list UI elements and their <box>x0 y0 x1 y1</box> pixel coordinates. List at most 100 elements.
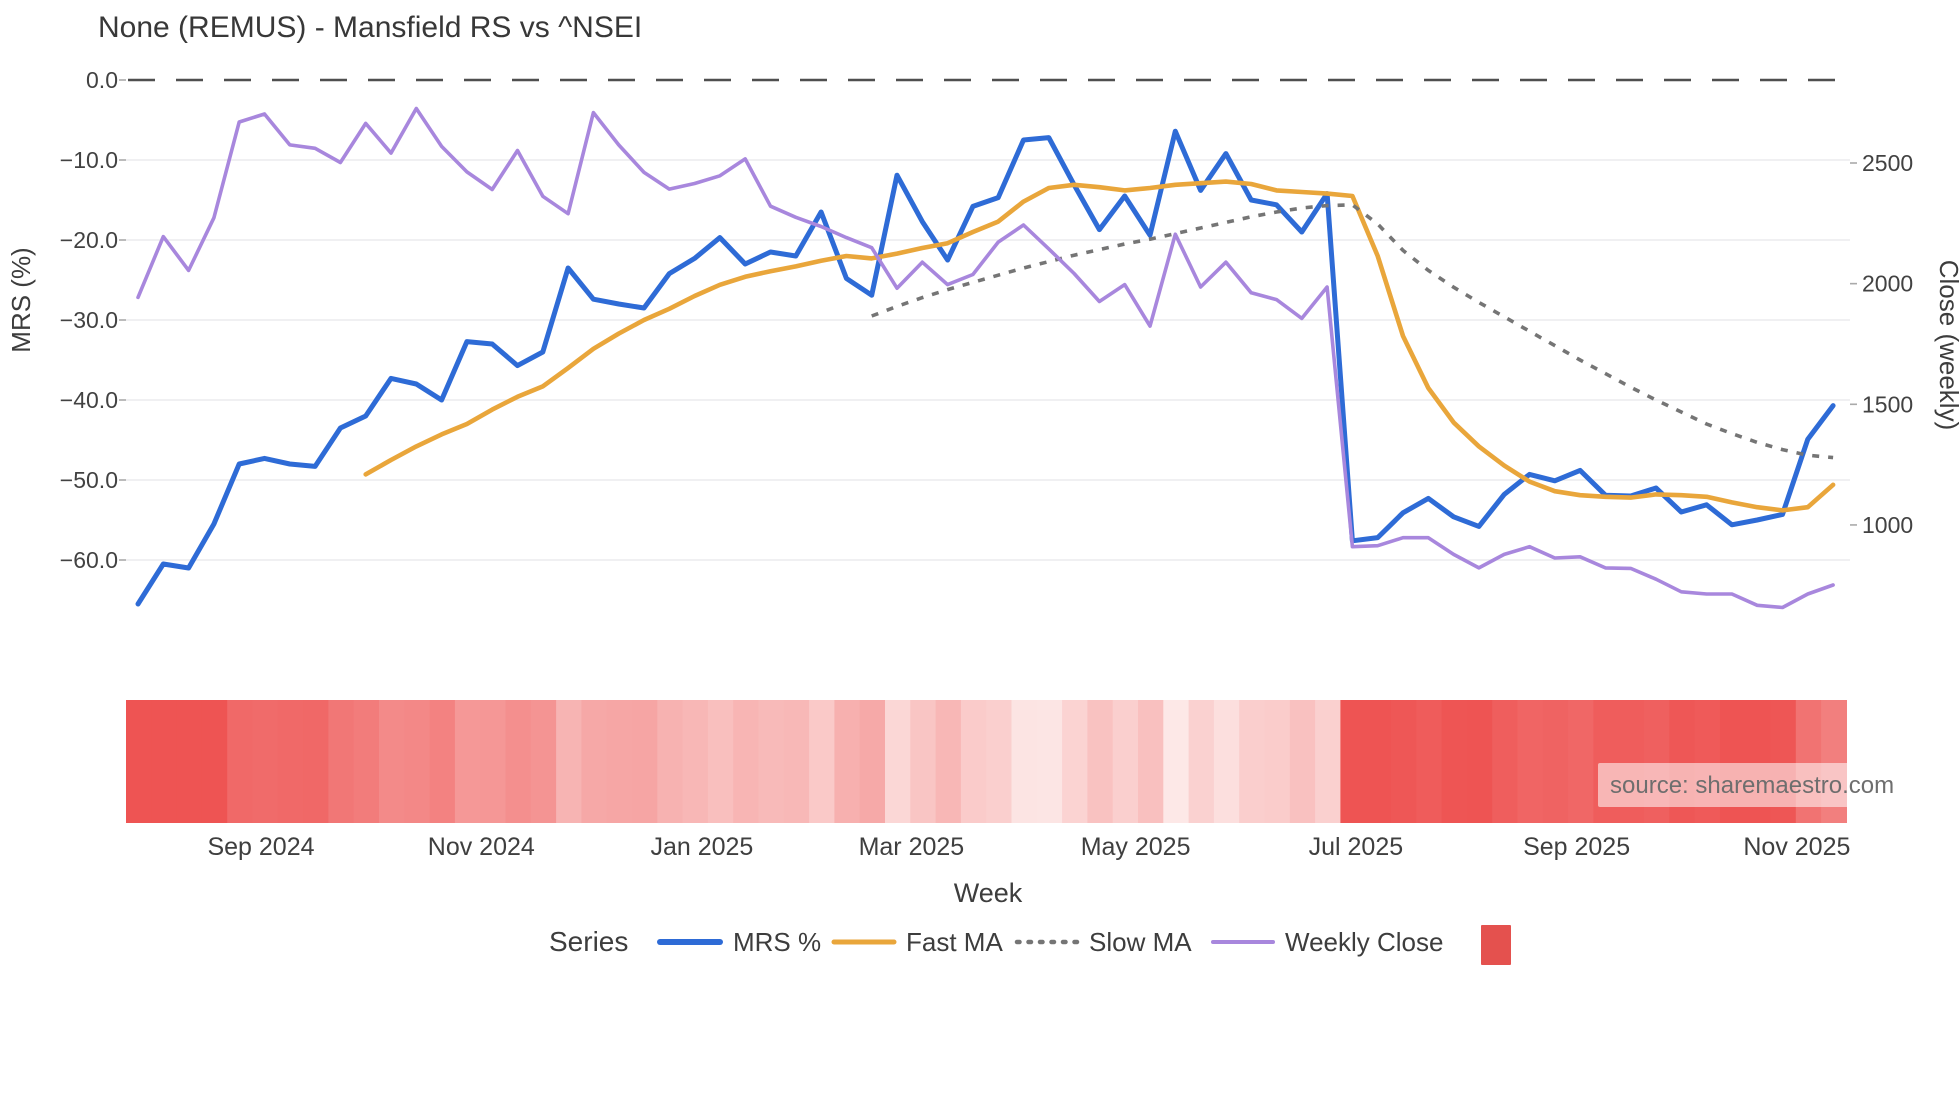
band-week-cell <box>783 700 810 823</box>
band-week-cell <box>1213 700 1240 823</box>
band-week-cell <box>1239 700 1266 823</box>
band-week-cell <box>277 700 304 823</box>
source-text: source: sharemaestro.com <box>1610 772 1894 799</box>
right-tick-label: 1500 <box>1862 391 1913 417</box>
right-axis-tick-labels: 2500 2000 1500 1000 <box>1850 150 1913 538</box>
band-week-cell <box>1466 700 1493 823</box>
x-axis-title: Week <box>954 878 1023 908</box>
band-week-cell <box>1416 700 1443 823</box>
right-tick-label: 2000 <box>1862 271 1913 297</box>
band-week-cell <box>454 700 481 823</box>
band-week-cell <box>303 700 329 823</box>
band-week-cell <box>1163 700 1190 823</box>
band-week-cell <box>733 700 760 823</box>
right-tick-label: 1000 <box>1862 512 1913 538</box>
band-week-cell <box>1062 700 1088 823</box>
band-week-cell <box>1138 700 1164 823</box>
legend-label-weeklyclose: Weekly Close <box>1285 927 1443 957</box>
band-week-cell <box>657 700 684 823</box>
band-week-cell <box>986 700 1013 823</box>
series-lines <box>135 106 1836 610</box>
band-week-cell <box>707 700 734 823</box>
band-week-cell <box>353 700 380 823</box>
band-week-cell <box>581 700 608 823</box>
legend-title: Series <box>549 926 628 957</box>
band-week-cell <box>505 700 532 823</box>
legend-label-fastma: Fast MA <box>906 927 1003 957</box>
band-week-cell <box>1441 700 1468 823</box>
band-week-cell <box>1315 700 1341 823</box>
right-axis-title: Close (weekly) <box>1934 260 1960 431</box>
band-week-cell <box>1568 700 1594 823</box>
mrs-heatmap-band <box>126 700 1847 823</box>
legend-label-mrs: MRS % <box>733 927 821 957</box>
gridlines <box>126 159 1850 561</box>
band-week-cell <box>1036 700 1063 823</box>
band-week-cell <box>859 700 886 823</box>
band-week-cell <box>404 700 431 823</box>
band-week-cell <box>480 700 507 823</box>
band-week-cell <box>632 700 658 823</box>
band-week-cell <box>834 700 861 823</box>
band-week-cell <box>1391 700 1417 823</box>
band-week-cell <box>379 700 405 823</box>
band-week-cell <box>328 700 355 823</box>
band-week-cell <box>758 700 785 823</box>
band-week-cell <box>227 700 254 823</box>
left-tick-label: −30.0 <box>60 307 118 333</box>
x-tick-label: Nov 2024 <box>428 833 535 861</box>
band-week-cell <box>1492 700 1519 823</box>
band-week-cell <box>1264 700 1291 823</box>
legend-heatmap-marker <box>1481 925 1511 965</box>
series-line-fast-ma <box>363 179 1836 513</box>
band-week-cell <box>556 700 582 823</box>
left-axis-tick-labels: 0.0 −10.0 −20.0 −30.0 −40.0 −50.0 −60.0 <box>60 67 126 573</box>
source-overlay: source: sharemaestro.com <box>1598 763 1894 807</box>
band-week-cell <box>1188 700 1215 823</box>
band-week-cell <box>252 700 279 823</box>
x-tick-label: Nov 2025 <box>1743 833 1850 861</box>
band-week-cell <box>201 700 228 823</box>
left-tick-label: −10.0 <box>60 147 118 173</box>
band-week-cell <box>606 700 633 823</box>
band-week-cell <box>1340 700 1367 823</box>
x-tick-label: Mar 2025 <box>859 833 965 861</box>
band-week-cell <box>809 700 835 823</box>
source-box <box>1598 763 1850 807</box>
band-week-cell <box>1087 700 1114 823</box>
band-week-cell <box>1517 700 1544 823</box>
left-tick-label: −60.0 <box>60 547 118 573</box>
x-axis-tick-labels: Sep 2024 Nov 2024 Jan 2025 Mar 2025 May 2025… <box>207 833 1850 861</box>
band-week-cell <box>885 700 911 823</box>
x-tick-label: Jul 2025 <box>1309 833 1404 861</box>
x-tick-label: Sep 2024 <box>207 833 314 861</box>
band-week-cell <box>910 700 937 823</box>
series-line-weekly-close <box>136 106 1835 610</box>
left-tick-label: −20.0 <box>60 227 118 253</box>
left-tick-label: 0.0 <box>86 67 118 93</box>
left-axis-title: MRS (%) <box>6 247 36 352</box>
chart-title: None (REMUS) - Mansfield RS vs ^NSEI <box>98 11 642 44</box>
legend-label-slowma: Slow MA <box>1089 927 1192 957</box>
band-week-cell <box>126 700 152 823</box>
band-week-cell <box>935 700 962 823</box>
band-week-cell <box>960 700 987 823</box>
x-tick-label: May 2025 <box>1081 833 1191 861</box>
band-week-cell <box>1112 700 1139 823</box>
x-tick-label: Jan 2025 <box>650 833 753 861</box>
band-week-cell <box>151 700 178 823</box>
series-line-slow-ma <box>871 203 1834 460</box>
left-tick-label: −40.0 <box>60 387 118 413</box>
band-week-cell <box>1289 700 1316 823</box>
band-week-cell <box>530 700 557 823</box>
band-week-cell <box>682 700 709 823</box>
series-line-mrs- <box>135 128 1836 607</box>
left-tick-label: −50.0 <box>60 467 118 493</box>
right-tick-label: 2500 <box>1862 150 1913 176</box>
band-week-cell <box>1365 700 1392 823</box>
band-week-cell <box>1542 700 1569 823</box>
x-tick-label: Sep 2025 <box>1523 833 1630 861</box>
band-week-cell <box>1011 700 1038 823</box>
